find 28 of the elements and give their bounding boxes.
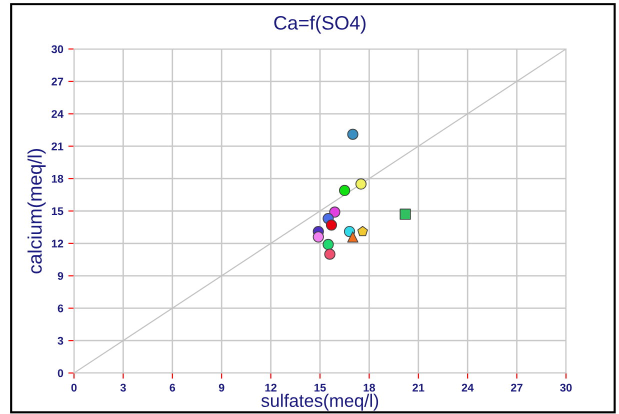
x-tick-label: 27: [511, 384, 522, 392]
y-tick-label: 21: [52, 142, 64, 150]
x-tick-label: 12: [265, 384, 277, 392]
x-tick-label: 0: [71, 384, 77, 392]
x-axis-title: sulfates(meq/l): [261, 394, 378, 411]
y-tick-label: 3: [58, 336, 64, 345]
x-tick-label: 21: [412, 384, 424, 392]
x-tick-label: 24: [462, 384, 474, 392]
x-tick-label: 18: [364, 384, 376, 392]
x-tick-label: 15: [314, 384, 326, 392]
x-tick-label: 30: [560, 384, 572, 392]
point: [347, 231, 358, 242]
y-tick-label: 12: [52, 240, 64, 248]
y-tick-label: 9: [58, 272, 64, 280]
y-tick-label: 6: [58, 304, 64, 312]
point: [357, 226, 368, 236]
y-tick-label: 15: [52, 207, 64, 216]
y-tick-label: 18: [52, 174, 64, 183]
y-tick-label: 0: [58, 369, 64, 378]
x-tick-label: 6: [170, 384, 176, 392]
y-axis-title: calcium(meq/l): [28, 149, 46, 274]
x-tick-label: 9: [218, 384, 224, 392]
chart-title: Ca=f(SO4): [274, 15, 366, 34]
y-tick-label: 30: [51, 45, 64, 54]
x-tick-label: 3: [120, 384, 126, 392]
y-tick-label: 24: [52, 110, 64, 118]
point: [400, 208, 411, 220]
y-tick-label: 27: [52, 78, 64, 86]
